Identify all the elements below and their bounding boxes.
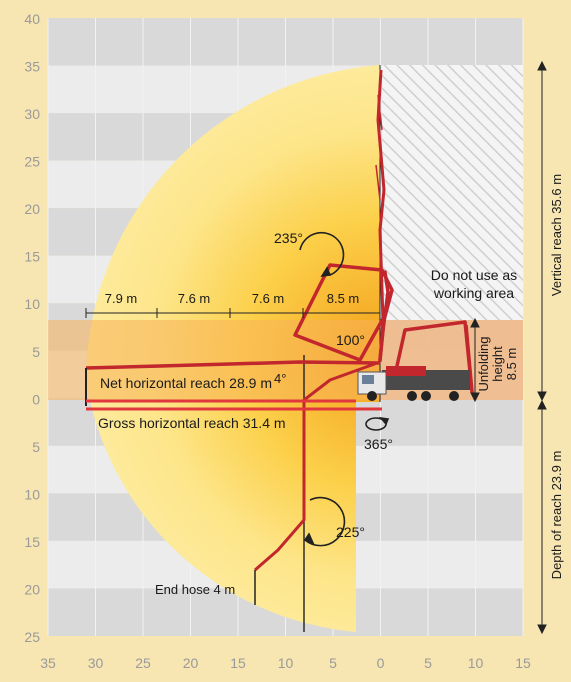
depth-reach-arrow — [537, 399, 547, 635]
segment-dimension-line — [85, 308, 381, 318]
y-tick-label: 35 — [24, 59, 40, 75]
segment-label: 7.6 m — [252, 291, 285, 306]
depth-reach-label: Depth of reach 23.9 m — [549, 451, 564, 580]
boom-unfolding — [393, 320, 474, 394]
angle-label-235: 235° — [274, 230, 303, 246]
angle-label-4: 4° — [274, 371, 286, 386]
x-tick-label: 20 — [183, 655, 199, 671]
no-work-label: working area — [433, 285, 514, 301]
no-work-label: Do not use as — [431, 267, 517, 283]
y-tick-label: 25 — [24, 629, 40, 645]
rotation-arrow-225-icon — [303, 496, 346, 547]
boom-vertical — [375, 69, 386, 363]
x-tick-label: 10 — [278, 655, 294, 671]
angle-label-100: 100° — [336, 332, 365, 348]
y-tick-label: 10 — [24, 486, 40, 502]
x-tick-label: 5 — [329, 655, 337, 671]
boom-down — [254, 360, 381, 605]
rotation-arrow-235-icon — [299, 231, 345, 278]
x-tick-label: 10 — [468, 655, 484, 671]
unfold-height-arrow — [470, 317, 480, 403]
y-tick-label: 40 — [24, 11, 40, 27]
end-hose-label: End hose 4 m — [155, 582, 235, 597]
x-tick-label: 25 — [135, 655, 151, 671]
x-tick-label: 5 — [424, 655, 432, 671]
y-tick-label: 20 — [24, 201, 40, 217]
y-tick-label: 15 — [24, 249, 40, 265]
y-tick-label: 5 — [32, 344, 40, 360]
x-tick-label: 0 — [377, 655, 385, 671]
truck — [357, 366, 470, 401]
segment-label: 7.6 m — [178, 291, 211, 306]
x-tick-label: 15 — [515, 655, 531, 671]
unfolding-label: height — [490, 346, 505, 382]
unfolding-label: 8.5 m — [504, 348, 519, 381]
x-tick-label: 15 — [230, 655, 246, 671]
y-tick-label: 30 — [24, 106, 40, 122]
unfolding-band-left — [48, 320, 380, 400]
y-tick-label: 25 — [24, 154, 40, 170]
rotation-arrow-365-icon — [365, 416, 390, 431]
angle-label-365: 365° — [364, 436, 393, 452]
y-tick-label: 5 — [32, 439, 40, 455]
y-tick-label: 10 — [24, 296, 40, 312]
vertical-reach-arrow — [537, 60, 547, 402]
net-reach-label: Net horizontal reach 28.9 m — [100, 375, 272, 391]
y-tick-label: 0 — [32, 391, 40, 407]
segment-label: 7.9 m — [105, 291, 138, 306]
no-work-area — [382, 65, 523, 320]
gross-reach-label: Gross horizontal reach 31.4 m — [98, 415, 286, 431]
angle-label-225: 225° — [336, 524, 365, 540]
y-tick-label: 15 — [24, 534, 40, 550]
unfolding-label: Unfolding — [476, 337, 491, 392]
vertical-reach-label: Vertical reach 35.6 m — [549, 174, 564, 296]
y-tick-label: 20 — [24, 581, 40, 597]
x-tick-label: 35 — [40, 655, 56, 671]
x-tick-label: 30 — [88, 655, 104, 671]
segment-label: 8.5 m — [327, 291, 360, 306]
